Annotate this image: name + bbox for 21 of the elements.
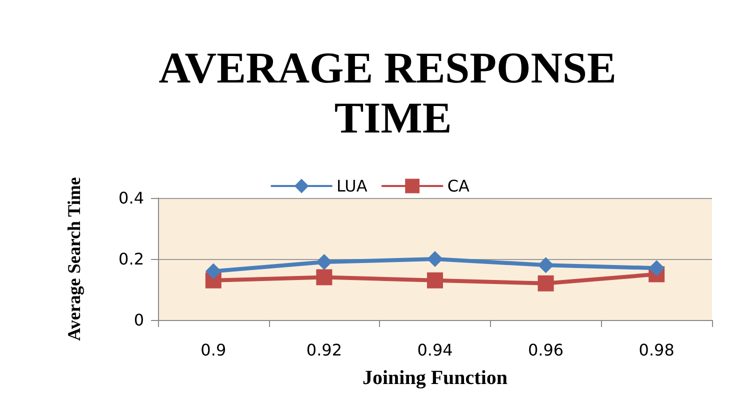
x-tick-label: 0.96	[528, 340, 564, 360]
y-tick-label: 0.4	[118, 188, 144, 208]
legend-label: LUA	[336, 176, 368, 196]
legend-label: CA	[447, 176, 470, 196]
chart-title: AVERAGE RESPONSE TIME	[158, 44, 628, 142]
point	[538, 275, 554, 292]
y-tick-label: 0.2	[118, 250, 144, 268]
point	[648, 260, 665, 276]
y-tick-label: 0	[134, 310, 144, 330]
point	[538, 257, 554, 274]
point	[205, 263, 222, 280]
point	[427, 272, 443, 288]
point	[427, 251, 443, 267]
x-axis-title: Joining Function	[362, 367, 508, 389]
y-axis-title: Average Search Time	[64, 177, 84, 341]
x-tick-label: 0.98	[638, 340, 674, 360]
point	[316, 269, 332, 286]
x-tick-label: 0.94	[417, 340, 453, 360]
x-tick-label: 0.92	[306, 340, 342, 360]
x-tick-label: 0.9	[200, 340, 226, 360]
point	[316, 254, 332, 270]
